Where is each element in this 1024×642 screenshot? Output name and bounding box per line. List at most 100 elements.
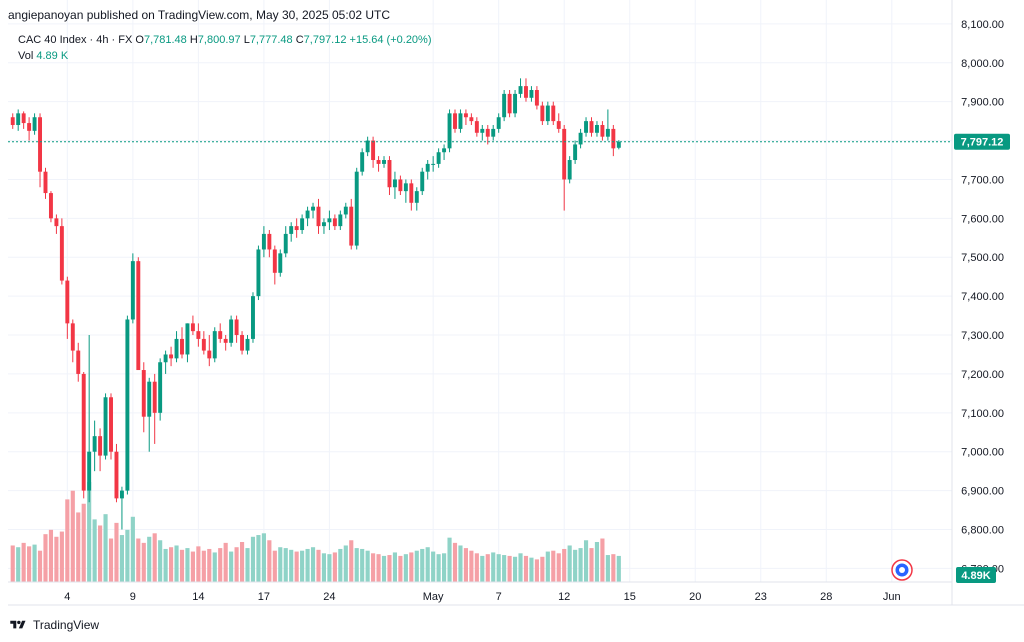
candle-body <box>398 179 403 192</box>
candle-body <box>584 121 589 133</box>
candle-body <box>201 338 206 351</box>
volume-bar <box>420 548 425 582</box>
volume-bar <box>229 551 234 582</box>
volume-bar <box>523 555 529 582</box>
candle-body <box>431 163 436 165</box>
tradingview-footer[interactable]: TradingView <box>8 618 99 632</box>
candle-body <box>218 331 223 339</box>
candle-body <box>223 338 228 343</box>
volume-bar <box>27 546 32 582</box>
volume-bar <box>218 548 223 582</box>
candle-body <box>573 144 578 161</box>
volume-bar <box>119 535 125 582</box>
volume-bar <box>491 552 496 582</box>
volume-bar <box>125 529 130 582</box>
candle-body <box>332 218 337 227</box>
volume-bar <box>250 536 256 582</box>
volume-bar <box>594 542 600 582</box>
volume-bar <box>545 551 550 582</box>
candle-body <box>305 210 310 219</box>
volume-bar <box>136 538 141 582</box>
volume-bar <box>349 540 354 582</box>
volume-bar <box>152 533 157 582</box>
candle-body <box>163 354 168 363</box>
candle-body <box>316 206 321 227</box>
volume-bar <box>158 540 163 582</box>
last-volume-tag-bg <box>956 567 996 583</box>
candle-body <box>409 183 414 203</box>
publisher-line: angiepanoyan published on TradingView.co… <box>8 8 391 22</box>
candle-body <box>458 113 463 129</box>
symbol-line[interactable]: CAC 40 Index · 4h · FX <box>18 34 133 46</box>
volume-bar <box>458 545 463 582</box>
replay-icon[interactable] <box>891 559 913 581</box>
volume-bar <box>321 553 327 582</box>
candle-body <box>447 113 452 149</box>
candle-body <box>474 121 479 133</box>
time-tick-label: 20 <box>689 591 701 603</box>
volume-bar <box>529 557 534 582</box>
price-tick-label: 7,100.00 <box>961 408 1004 420</box>
volume-bar <box>185 548 190 582</box>
candle-body <box>289 226 294 234</box>
volume-bar <box>147 536 152 582</box>
candle-body <box>529 90 534 98</box>
volume-bar <box>414 550 419 582</box>
candle-body <box>16 113 21 126</box>
volume-bar <box>392 552 398 582</box>
candle-body <box>103 397 108 456</box>
volume-bar <box>87 482 92 582</box>
candle-body <box>611 128 616 149</box>
candle-body <box>594 125 599 133</box>
volume-bar <box>234 547 239 582</box>
candle-body <box>605 128 610 137</box>
volume-bar <box>480 555 485 582</box>
volume-bar <box>76 512 81 582</box>
volume-bar <box>512 556 518 582</box>
time-tick-label: 9 <box>130 591 136 603</box>
last-price-label: 7,797.12 <box>961 137 1004 149</box>
time-tick-label: May <box>423 591 444 603</box>
candle-body <box>59 226 64 281</box>
volume-label: Vol <box>18 50 34 62</box>
price-axis: 8,100.008,000.007,900.007,800.007,700.00… <box>961 19 1004 575</box>
candle-body <box>485 128 490 137</box>
volume-bar <box>562 548 567 582</box>
volume-bar <box>207 548 212 582</box>
candle-body <box>354 171 359 246</box>
candle-body <box>491 128 496 137</box>
volume-bar <box>381 555 387 582</box>
candle-body <box>436 152 441 164</box>
volume-bar <box>398 555 403 582</box>
candle-body <box>267 233 272 250</box>
volume-bar <box>327 554 332 582</box>
candle-body <box>343 206 348 215</box>
volume-bar <box>431 551 436 582</box>
time-tick-label: 24 <box>323 591 335 603</box>
volume-bar <box>332 552 337 582</box>
volume-bar <box>48 529 54 582</box>
volume-bar <box>130 516 135 582</box>
volume-bar <box>10 545 15 582</box>
close-value: 7,797.12 <box>303 34 347 46</box>
candle-body <box>196 331 201 339</box>
change-value: +15.64 (+0.20%) <box>349 34 432 46</box>
candle-body <box>349 206 354 246</box>
price-tick-label: 7,900.00 <box>961 97 1004 109</box>
candle-body <box>87 451 92 491</box>
volume-bar <box>54 536 59 582</box>
price-tick-label: 7,200.00 <box>961 369 1004 381</box>
candle-body <box>10 117 15 126</box>
candle-body <box>442 148 447 153</box>
high-value: 7,800.97 <box>197 34 241 46</box>
candle-body <box>469 117 474 122</box>
candle-body <box>76 350 81 374</box>
candle-body <box>338 214 343 227</box>
volume-bar <box>239 542 245 582</box>
candle-body <box>152 381 157 413</box>
candles <box>10 78 621 530</box>
candle-body <box>240 335 245 351</box>
volume-bar <box>403 554 408 582</box>
low-label: L <box>243 34 250 46</box>
candle-body <box>371 140 376 161</box>
